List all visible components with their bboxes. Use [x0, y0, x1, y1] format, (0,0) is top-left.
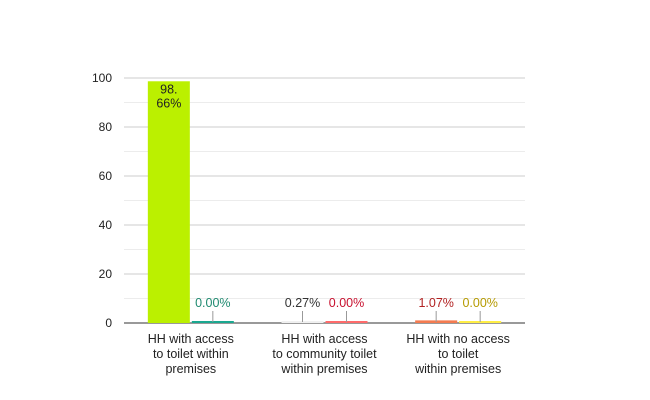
data-label: 98.: [160, 82, 177, 96]
y-tick-label: 20: [99, 267, 113, 281]
y-tick-label: 100: [92, 71, 112, 85]
x-category-label: to community toilet: [272, 347, 377, 361]
x-category-label: HH with access: [281, 332, 367, 346]
x-category-label: to toilet: [438, 347, 479, 361]
y-tick-label: 80: [99, 120, 113, 134]
x-category-label: HH with access: [148, 332, 234, 346]
bar: [147, 81, 190, 324]
x-category-label: within premises: [414, 362, 501, 376]
data-label: 0.27%: [285, 296, 320, 310]
data-label: 0.00%: [462, 296, 497, 310]
y-tick-label: 40: [99, 218, 113, 232]
x-category-label: to toilet within: [153, 347, 229, 361]
data-label: 0.00%: [329, 296, 364, 310]
data-label: 66%: [156, 96, 181, 110]
x-category-label: premises: [165, 362, 216, 376]
y-tick-label: 0: [105, 316, 112, 330]
x-category-label: within premises: [280, 362, 367, 376]
y-tick-label: 60: [99, 169, 113, 183]
x-category-label: HH with no access: [406, 332, 510, 346]
data-label: 0.00%: [195, 296, 230, 310]
data-label: 1.07%: [418, 296, 453, 310]
